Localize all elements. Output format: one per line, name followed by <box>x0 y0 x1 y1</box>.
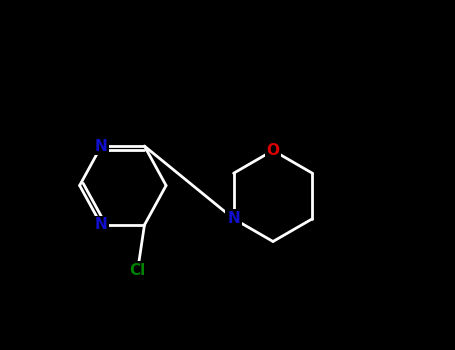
Text: N: N <box>95 217 108 232</box>
Text: Cl: Cl <box>130 263 146 278</box>
Text: N: N <box>227 211 240 226</box>
Text: O: O <box>267 143 279 158</box>
Text: N: N <box>95 139 108 154</box>
